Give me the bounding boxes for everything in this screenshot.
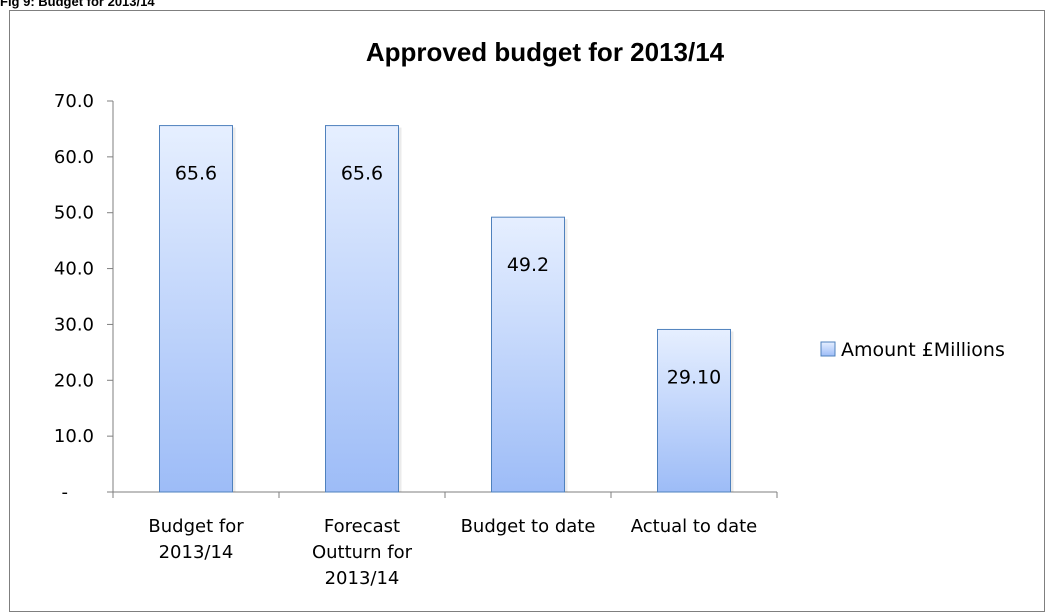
x-category-label-line: Budget to date [461,516,596,537]
x-category-label: Actual to date [631,516,758,537]
legend-label: Amount £Millions [841,339,1005,361]
legend-swatch [820,341,836,357]
x-category-label: Forecast Outturn for 2013/14 [312,516,413,589]
x-category-label: Budget for 2013/14 [148,516,244,563]
x-category-label-line: Actual to date [631,516,758,537]
bar [491,216,565,493]
x-category-label-line: Outturn for [312,542,413,563]
bar-data-label: 65.6 [341,163,383,185]
figure-caption: Fig 9: Budget for 2013/14 [0,0,155,9]
bar [325,125,399,493]
y-tick-label: 30.0 [54,314,94,335]
x-category-label-line: Forecast [324,516,400,537]
x-category-label: Budget to date [461,516,596,537]
bar [159,125,233,493]
y-tick-label: 40.0 [54,259,94,280]
chart-title: Approved budget for 2013/14 [366,37,725,67]
y-tick-label: 60.0 [54,147,94,168]
x-category-label-line: 2013/14 [325,568,400,589]
bar [657,328,731,493]
x-category-label-line: 2013/14 [159,542,234,563]
bar-data-label: 29.10 [667,366,721,388]
y-tick-label: 70.0 [54,91,94,112]
bar-data-label: 65.6 [175,163,217,185]
y-tick-label: - [62,482,69,503]
x-category-label-line: Budget for [148,516,244,537]
bar-data-label: 49.2 [507,254,549,276]
y-tick-label: 20.0 [54,370,94,391]
y-tick-label: 50.0 [54,203,94,224]
y-tick-label: 10.0 [54,426,94,447]
